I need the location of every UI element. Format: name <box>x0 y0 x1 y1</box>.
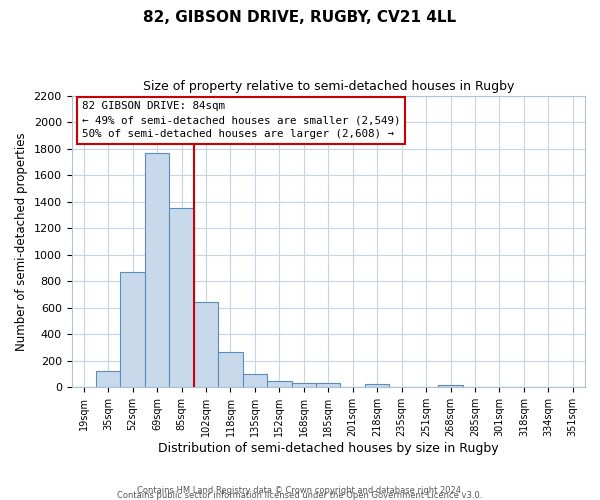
Bar <box>145 152 169 388</box>
Bar <box>121 272 145 388</box>
Bar <box>316 384 340 388</box>
Bar <box>242 374 267 388</box>
Bar <box>169 208 194 388</box>
Bar <box>292 382 316 388</box>
Bar <box>340 386 365 388</box>
Text: Contains public sector information licensed under the Open Government Licence v3: Contains public sector information licen… <box>118 491 482 500</box>
Bar <box>96 372 121 388</box>
Bar <box>438 386 463 388</box>
Text: Contains HM Land Registry data © Crown copyright and database right 2024.: Contains HM Land Registry data © Crown c… <box>137 486 463 495</box>
Bar <box>365 384 389 388</box>
Bar <box>194 302 218 388</box>
Bar <box>218 352 242 388</box>
Text: 82 GIBSON DRIVE: 84sqm
← 49% of semi-detached houses are smaller (2,549)
50% of : 82 GIBSON DRIVE: 84sqm ← 49% of semi-det… <box>82 102 400 140</box>
X-axis label: Distribution of semi-detached houses by size in Rugby: Distribution of semi-detached houses by … <box>158 442 499 455</box>
Bar <box>267 380 292 388</box>
Y-axis label: Number of semi-detached properties: Number of semi-detached properties <box>15 132 28 351</box>
Text: 82, GIBSON DRIVE, RUGBY, CV21 4LL: 82, GIBSON DRIVE, RUGBY, CV21 4LL <box>143 10 457 25</box>
Title: Size of property relative to semi-detached houses in Rugby: Size of property relative to semi-detach… <box>143 80 514 93</box>
